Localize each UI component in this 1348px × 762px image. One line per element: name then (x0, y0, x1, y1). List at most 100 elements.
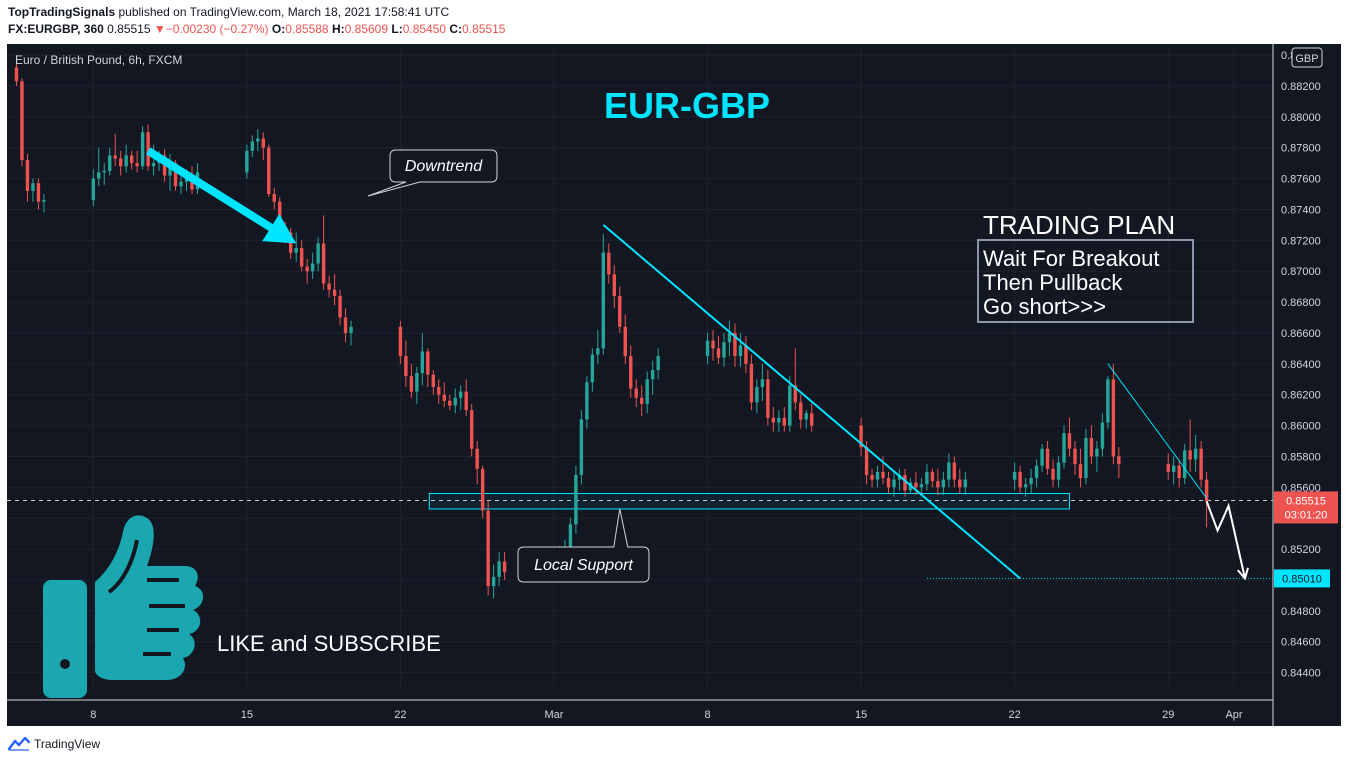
x-tick-label: 22 (1009, 709, 1021, 721)
candle (327, 275, 331, 298)
candle-body (1018, 471, 1022, 488)
candle (870, 468, 874, 488)
candle-body (310, 263, 315, 272)
candle-body (963, 479, 967, 488)
candle (590, 348, 595, 392)
candle-body (1117, 456, 1121, 465)
candle (1034, 459, 1039, 488)
candle (925, 464, 929, 491)
y-tick-label: 0.87800 (1281, 143, 1321, 155)
candle (782, 407, 787, 432)
candle-body (656, 356, 660, 370)
x-tick-label: 22 (394, 709, 406, 721)
candle (261, 132, 265, 161)
candle (656, 348, 660, 380)
thumb-lines (107, 539, 185, 656)
tradingview-logo-icon[interactable] (8, 737, 30, 751)
candle-body (469, 410, 474, 449)
trading-plan-line: Then Pullback (983, 270, 1123, 295)
candle (398, 320, 403, 364)
candle-body (596, 348, 600, 355)
author-name[interactable]: TopTradingSignals (8, 5, 116, 19)
candle (585, 376, 589, 429)
candle (1056, 456, 1061, 488)
candle-body (947, 462, 951, 480)
high-label: H: (331, 22, 345, 36)
candle-body (261, 138, 265, 148)
candle (448, 394, 452, 411)
candle (799, 394, 803, 429)
candle (1100, 413, 1105, 457)
candle-body (1034, 465, 1039, 479)
candle-body (14, 67, 19, 82)
main-trendline (602, 224, 1021, 580)
candle (25, 153, 30, 202)
candle-body (799, 402, 803, 420)
candle-body (1056, 462, 1061, 480)
candle-body (168, 163, 172, 176)
last-price-badge (1274, 491, 1338, 524)
ohlc-legend: FX:EURGBP, 360 0.85515 ▼−0.00230 (−0.27%… (8, 22, 505, 36)
candle-body (343, 317, 348, 333)
candle (1045, 441, 1050, 475)
x-tick-label: 29 (1162, 709, 1174, 721)
candle (97, 147, 101, 187)
candle (140, 126, 145, 170)
candle-body (294, 248, 298, 253)
chart-area[interactable]: Euro / British Pound, 6h, FXCM EUR-GBP Dow… (7, 44, 1341, 726)
candle (453, 388, 457, 414)
y-tick-label: 0.87200 (1281, 235, 1321, 247)
candle (250, 135, 255, 157)
candle-body (321, 243, 326, 284)
candle (1018, 465, 1022, 494)
candle-body (20, 81, 24, 161)
candle (102, 163, 106, 185)
y-tick-label: 0.85600 (1281, 482, 1321, 494)
candle (618, 286, 622, 333)
candle (733, 323, 737, 367)
candle (727, 320, 732, 357)
currency-badge-label: GBP (1295, 53, 1318, 65)
candle (108, 147, 112, 176)
candle (20, 78, 24, 167)
candle (766, 370, 770, 426)
candle (497, 552, 501, 587)
y-tick-label: 0.87600 (1281, 174, 1321, 186)
candle-body (722, 342, 726, 358)
candle-body (744, 345, 748, 364)
candle-body (25, 160, 30, 191)
candle-body (574, 474, 578, 525)
local-support-callout (517, 508, 650, 583)
footer: TradingView (8, 735, 100, 753)
candle (272, 187, 276, 210)
candle (338, 289, 342, 326)
candle (963, 471, 967, 496)
candle-body (760, 379, 765, 387)
candle-body (420, 351, 425, 374)
candle (1204, 471, 1209, 528)
candle-body (1100, 422, 1105, 449)
candle (469, 403, 474, 457)
candle-body (267, 147, 271, 195)
footer-brand[interactable]: TradingView (34, 737, 101, 751)
candle (596, 329, 600, 364)
candle-body (568, 524, 573, 550)
candle (903, 468, 907, 497)
candle-body (771, 417, 776, 423)
candle (875, 465, 880, 488)
y-tick-label: 0.88000 (1281, 112, 1321, 124)
candle (1166, 453, 1170, 480)
candle-body (464, 391, 468, 411)
candle-body (590, 354, 595, 383)
candle (1106, 376, 1110, 429)
trading-plan-line: Go short>>> (983, 294, 1106, 319)
candle-body (952, 462, 957, 480)
candle (316, 237, 320, 272)
y-tick-label: 0.87400 (1281, 204, 1321, 216)
low-label: L: (391, 22, 403, 36)
change-down-icon: ▼ (153, 22, 166, 36)
last-price: 0.85515 (107, 22, 151, 36)
candle (1172, 456, 1176, 485)
candlestick-chart[interactable]: Euro / British Pound, 6h, FXCM EUR-GBP Dow… (7, 44, 1341, 726)
candle-body (179, 181, 183, 187)
